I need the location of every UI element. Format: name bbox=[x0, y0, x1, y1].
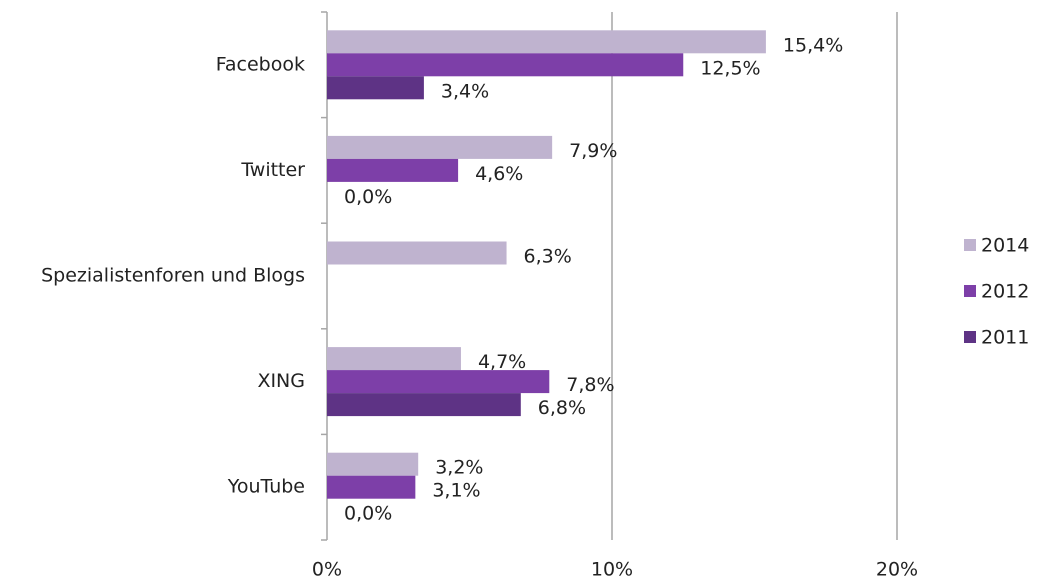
data-label: 3,2% bbox=[435, 457, 483, 479]
bar bbox=[327, 76, 424, 100]
y-tick-label: YouTube bbox=[227, 476, 305, 498]
legend-label: 2014 bbox=[981, 235, 1029, 257]
data-label: 12,5% bbox=[700, 57, 760, 79]
data-label: 15,4% bbox=[783, 34, 843, 56]
data-label: 0,0% bbox=[344, 503, 392, 525]
legend-label: 2012 bbox=[981, 281, 1029, 303]
bar bbox=[327, 158, 459, 182]
x-tick-label: 20% bbox=[876, 559, 918, 580]
legend-swatch bbox=[964, 285, 976, 297]
bar bbox=[327, 53, 684, 77]
bar bbox=[327, 370, 550, 394]
legend-swatch bbox=[964, 239, 976, 251]
data-label: 7,9% bbox=[569, 140, 617, 162]
data-label: 6,8% bbox=[538, 397, 586, 419]
data-label: 0,0% bbox=[344, 186, 392, 208]
data-label: 7,8% bbox=[566, 374, 614, 396]
data-label: 4,6% bbox=[475, 163, 523, 185]
bar bbox=[327, 135, 553, 159]
bar bbox=[327, 347, 461, 371]
bar bbox=[327, 241, 507, 265]
y-tick-label: Spezialistenforen und Blogs bbox=[41, 265, 305, 287]
bar bbox=[327, 452, 419, 476]
legend-label: 2011 bbox=[981, 327, 1029, 349]
x-tick-label: 10% bbox=[591, 559, 633, 580]
data-label: 3,4% bbox=[441, 80, 489, 102]
y-tick-label: XING bbox=[257, 370, 305, 392]
data-label: 3,1% bbox=[432, 480, 480, 502]
y-tick-label: Facebook bbox=[216, 53, 305, 75]
y-tick-label: Twitter bbox=[240, 159, 305, 181]
data-label: 4,7% bbox=[478, 351, 526, 373]
bar bbox=[327, 475, 416, 499]
bar bbox=[327, 393, 521, 417]
bar bbox=[327, 30, 766, 54]
legend-swatch bbox=[964, 331, 976, 343]
x-tick-label: 0% bbox=[312, 559, 342, 580]
data-label: 6,3% bbox=[524, 246, 572, 268]
